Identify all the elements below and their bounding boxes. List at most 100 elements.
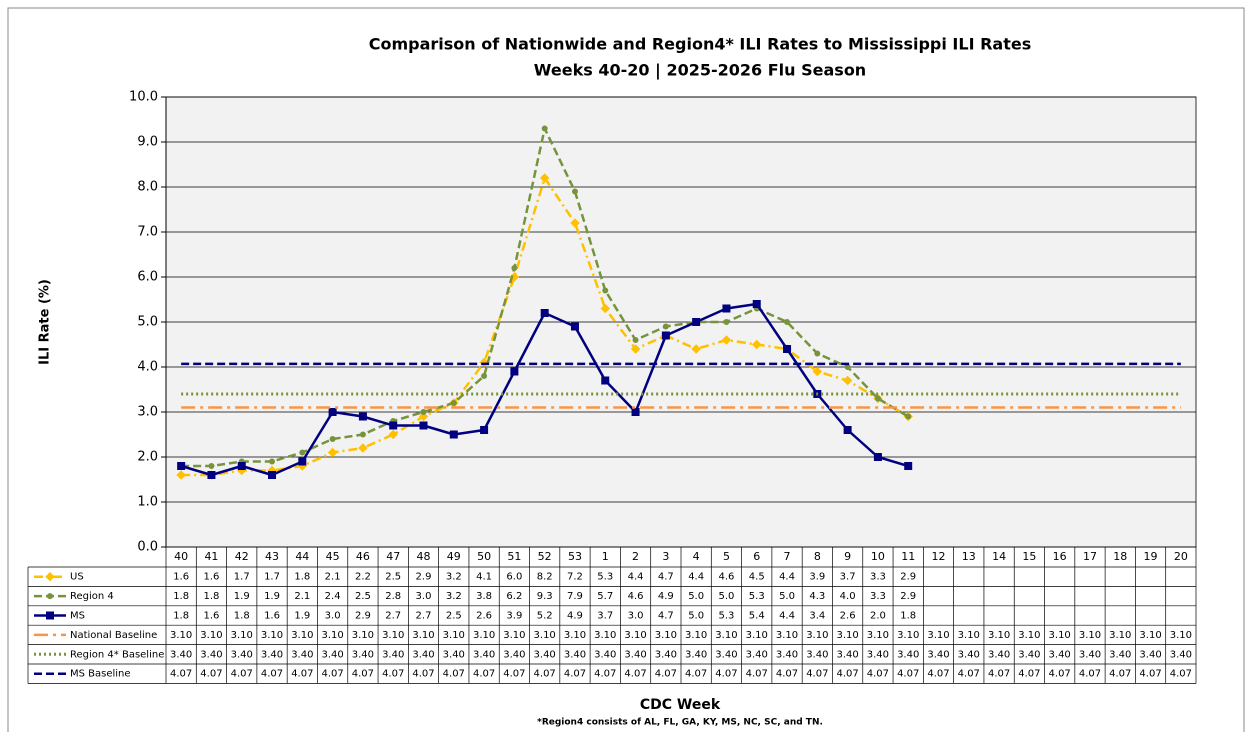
point <box>600 303 610 314</box>
table-cell: 3.40 <box>897 649 919 660</box>
x-axis-label: CDC Week <box>640 697 721 713</box>
table-cell: 3.10 <box>352 630 374 641</box>
point <box>420 409 427 415</box>
point <box>692 318 701 326</box>
point <box>905 413 912 420</box>
table-cell: 4.3 <box>809 591 825 602</box>
table-cell: 4.07 <box>261 669 283 680</box>
point <box>511 265 518 271</box>
table-cell: 3.40 <box>534 649 556 660</box>
point <box>299 449 306 456</box>
table-cell: 3.3 <box>870 591 886 602</box>
x-tick-label: 13 <box>962 550 976 563</box>
table-cell: 3.10 <box>473 630 495 641</box>
table-cell: 3.0 <box>628 611 644 622</box>
table-cell: 2.6 <box>840 611 856 622</box>
x-tick-label: 53 <box>568 550 582 563</box>
table-cell: 5.7 <box>597 591 613 602</box>
point <box>662 323 669 330</box>
table-cell: 3.2 <box>446 572 462 583</box>
table-cell: 1.8 <box>173 591 189 602</box>
table-cell: 3.40 <box>1170 649 1192 660</box>
table-cell: 4.07 <box>1139 669 1161 680</box>
x-tick-label: 10 <box>871 550 885 563</box>
table-cell: 1.7 <box>234 572 250 583</box>
x-tick-label: 2 <box>632 550 639 563</box>
table-cell: 1.8 <box>173 611 189 622</box>
table-cell: 3.40 <box>746 649 768 660</box>
table-cell: 3.2 <box>446 591 462 602</box>
table-cell: 1.8 <box>234 611 250 622</box>
table-cell: 3.10 <box>382 630 404 641</box>
point <box>722 304 731 313</box>
point <box>298 457 307 466</box>
table-cell: 5.3 <box>597 572 613 583</box>
table-cell: 3.40 <box>685 649 707 660</box>
table-cell: 4.07 <box>776 669 798 680</box>
x-tick-label: 49 <box>447 550 461 563</box>
table-cell: 3.10 <box>867 630 889 641</box>
point <box>237 462 246 470</box>
table-cell: 3.40 <box>564 649 586 660</box>
x-tick-label: 20 <box>1174 550 1188 563</box>
table-cell: 4.07 <box>1049 669 1071 680</box>
point <box>419 421 428 430</box>
y-tick-label: 6.0 <box>137 270 158 285</box>
point <box>842 375 853 386</box>
table-cell: 4.5 <box>749 572 765 583</box>
table-cell: 3.10 <box>261 630 283 641</box>
point <box>571 188 578 195</box>
table-cell: 3.10 <box>1170 630 1192 641</box>
y-tick-label: 2.0 <box>137 450 158 465</box>
point <box>481 373 488 379</box>
table-cell: 5.0 <box>718 591 734 602</box>
table-cell: 4.7 <box>658 572 674 583</box>
table-cell: 3.10 <box>806 630 828 641</box>
table-cell: 3.8 <box>476 591 492 602</box>
table-cell: 3.10 <box>1018 630 1040 641</box>
table-cell: 3.40 <box>958 649 980 660</box>
table-cell: 4.07 <box>473 669 495 680</box>
point <box>752 300 761 308</box>
point <box>631 408 640 416</box>
table-cell: 3.10 <box>776 630 798 641</box>
table-cell: 4.07 <box>170 669 192 680</box>
table-cell: 3.9 <box>506 611 522 622</box>
table-cell: 4.07 <box>443 669 465 680</box>
table-cell: 1.8 <box>203 591 219 602</box>
table-cell: 7.9 <box>567 591 583 602</box>
table-cell: 9.3 <box>537 591 553 602</box>
table-cell: 3.10 <box>594 630 616 641</box>
table-cell: 2.5 <box>355 591 371 602</box>
point <box>359 431 366 438</box>
legend-label: US <box>70 572 84 583</box>
table-cell: 3.10 <box>927 630 949 641</box>
point <box>601 376 610 385</box>
table-cell: 3.10 <box>291 630 313 641</box>
table-cell: 5.2 <box>537 611 553 622</box>
x-tick-label: 9 <box>844 550 851 563</box>
table-cell: 4.07 <box>746 669 768 680</box>
table-cell: 2.4 <box>325 591 341 602</box>
table-cell: 4.07 <box>352 669 374 680</box>
point <box>177 462 186 470</box>
x-tick-label: 46 <box>356 550 370 563</box>
point <box>784 319 791 325</box>
x-tick-label: 18 <box>1113 550 1127 563</box>
table-cell: 2.1 <box>294 591 310 602</box>
y-tick-label: 10.0 <box>129 90 158 105</box>
table-cell: 2.9 <box>416 572 432 583</box>
point <box>541 125 548 132</box>
x-tick-label: 51 <box>507 550 521 563</box>
table-cell: 3.10 <box>685 630 707 641</box>
table-cell: 4.07 <box>685 669 707 680</box>
point <box>540 309 549 317</box>
table-cell: 1.8 <box>294 572 310 583</box>
table-cell: 4.07 <box>291 669 313 680</box>
table-cell: 2.5 <box>385 572 401 583</box>
point <box>358 443 368 453</box>
table-cell: 3.10 <box>746 630 768 641</box>
y-tick-label: 8.0 <box>137 180 158 195</box>
table-cell: 2.5 <box>446 611 462 622</box>
